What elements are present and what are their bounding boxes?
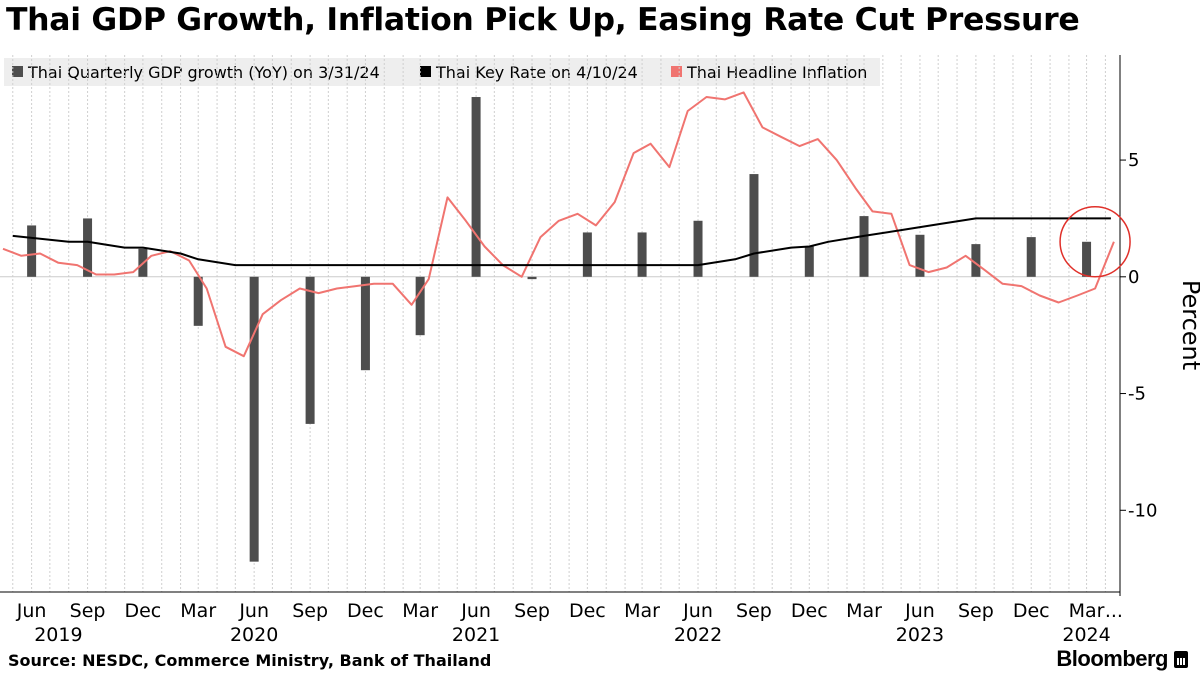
legend-background — [4, 58, 880, 86]
gdp-bar — [527, 276, 537, 280]
y-tick-label: -10 — [1128, 500, 1157, 521]
x-tick-label: Mar — [402, 600, 438, 622]
gdp-bar — [471, 97, 481, 277]
gdp-bar — [971, 244, 981, 277]
gdp-bar — [1026, 237, 1036, 277]
x-tick-label: Sep — [292, 600, 328, 622]
gridlines — [0, 55, 1120, 592]
x-tick-label: Sep — [70, 600, 106, 622]
brand-name: Bloomberg — [1056, 646, 1168, 671]
year-label: 2020 — [230, 624, 278, 646]
x-tick-label: ... — [1105, 600, 1123, 622]
x-tick-label: Jun — [682, 600, 713, 622]
gdp-bar — [693, 220, 703, 277]
x-tick-label: Mar — [846, 600, 882, 622]
x-tick-label: Sep — [736, 600, 772, 622]
gdp-bar — [305, 276, 315, 424]
inflation-line — [2, 91, 1115, 358]
x-axis: Jun Sep Dec Mar Jun Sep Dec Mar Jun Sep Dec Mar Jun S… — [0, 591, 1123, 646]
series-lines — [2, 91, 1115, 358]
annotations — [1059, 206, 1131, 278]
x-tick-label: Mar — [624, 600, 660, 622]
bloomberg-chart-icon — [1174, 650, 1188, 668]
year-label: 2019 — [34, 624, 82, 646]
x-tick-label: Dec — [124, 600, 161, 622]
year-label: 2021 — [452, 624, 500, 646]
gdp-bars — [27, 97, 1092, 562]
legend-swatch — [671, 66, 682, 77]
gdp-bar — [27, 225, 37, 277]
y-axis-label: Percent — [1177, 280, 1200, 370]
x-tick-label: Jun — [460, 600, 491, 622]
x-tick-label: Dec — [347, 600, 384, 622]
x-tick-label: Jun — [238, 600, 269, 622]
y-tick-label: 5 — [1128, 150, 1139, 171]
legend-label: Thai Headline Inflation — [686, 63, 867, 82]
key-rate-line — [12, 217, 1111, 267]
chart-title: Thai GDP Growth, Inflation Pick Up, Easi… — [6, 2, 1080, 38]
y-tick-label: 0 — [1128, 267, 1139, 288]
x-tick-label: Jun — [16, 600, 47, 622]
source-note: Source: NESDC, Commerce Ministry, Bank o… — [8, 651, 492, 670]
y-axis: 5 0 -5 -10 — [1119, 55, 1157, 596]
x-tick-label: Mar — [1069, 600, 1105, 622]
x-tick-label: Sep — [958, 600, 994, 622]
legend-swatch — [420, 66, 431, 77]
gdp-bar — [804, 246, 814, 277]
brand-logo: Bloomberg — [1056, 646, 1188, 672]
gdp-bar — [415, 276, 425, 336]
gdp-bar — [83, 218, 93, 277]
year-label: 2024 — [1062, 624, 1110, 646]
year-label: 2022 — [674, 624, 722, 646]
gdp-bar — [249, 276, 259, 562]
highlight-circle — [1059, 206, 1131, 278]
x-tick-label: Dec — [569, 600, 606, 622]
x-tick-label: Dec — [791, 600, 828, 622]
gdp-bar — [749, 174, 759, 277]
legend-label: Thai Quarterly GDP growth (YoY) on 3/31/… — [27, 63, 380, 82]
legend-swatch — [12, 66, 23, 77]
y-tick-label: -5 — [1128, 384, 1146, 405]
x-tick-label: Jun — [904, 600, 935, 622]
gdp-bar — [582, 232, 592, 277]
x-tick-label: Mar — [180, 600, 216, 622]
legend-label: Thai Key Rate on 4/10/24 — [435, 63, 638, 82]
x-tick-label: Sep — [514, 600, 550, 622]
x-tick-label: Dec — [1013, 600, 1050, 622]
year-label: 2023 — [896, 624, 944, 646]
gdp-bar — [1082, 241, 1092, 277]
gdp-bar — [915, 234, 925, 277]
gdp-bar — [859, 216, 869, 277]
legend: Thai Quarterly GDP growth (YoY) on 3/31/… — [4, 58, 880, 86]
gdp-bar — [360, 276, 370, 371]
gdp-bar — [193, 276, 203, 326]
gdp-bar — [637, 232, 647, 277]
